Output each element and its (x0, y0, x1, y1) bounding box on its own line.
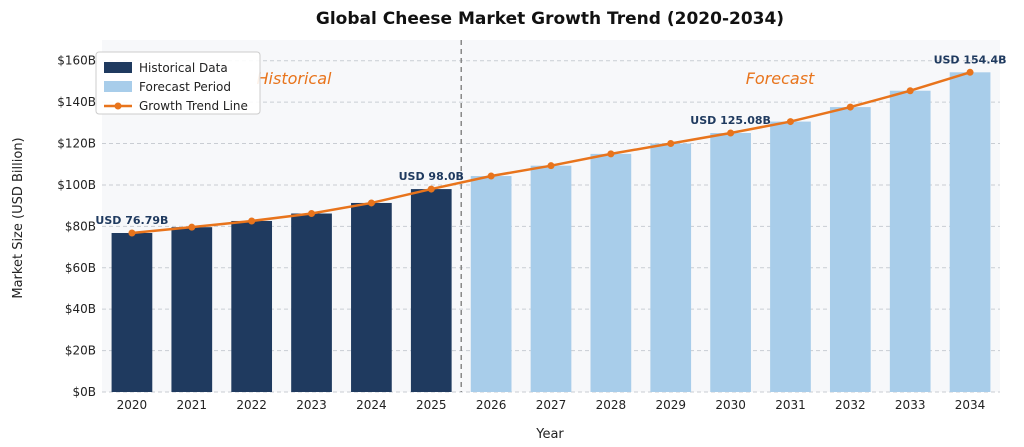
bar-2027 (530, 165, 572, 392)
legend-label: Forecast Period (139, 80, 231, 94)
bar-2024 (351, 202, 392, 392)
y-tick-label: $60B (65, 261, 96, 275)
bar-2030 (710, 133, 751, 393)
x-tick-label: 2033 (895, 398, 926, 412)
y-tick-label: $140B (57, 95, 96, 109)
trend-point-2026 (487, 172, 495, 180)
x-axis-title: Year (535, 427, 564, 442)
trend-point-2032 (846, 103, 854, 111)
trend-point-2025 (427, 185, 435, 193)
x-axis: 2020 2021 2022 2023 2024 2025 2026 2027 2028 2029… (117, 398, 986, 412)
trend-point-2027 (547, 162, 555, 170)
x-tick-label: 2023 (296, 398, 327, 412)
data-label-2034: USD 154.4B (934, 53, 1007, 66)
bar-2033 (889, 90, 931, 393)
bar-2031 (770, 121, 811, 392)
data-label-2025: USD 98.0B (399, 170, 464, 183)
legend-swatch (104, 62, 132, 73)
trend-point-2029 (667, 140, 675, 148)
trend-point-2021 (188, 223, 196, 231)
bar-2029 (650, 143, 692, 392)
y-axis: $0B $20B $40B $60B $80B $100B $120B $140B $160B (57, 54, 96, 399)
y-tick-label: $80B (65, 219, 96, 233)
bar-2026 (470, 176, 512, 392)
x-tick-label: 2032 (835, 398, 866, 412)
x-tick-label: 2030 (715, 398, 746, 412)
bar-2034 (949, 72, 991, 392)
bar-2023 (291, 213, 332, 392)
trend-point-2031 (786, 118, 794, 126)
data-label-2030: USD 125.08B (690, 114, 771, 127)
bar-2025 (410, 189, 452, 392)
y-tick-label: $20B (65, 344, 96, 358)
bar-2021 (171, 227, 213, 392)
x-tick-label: 2025 (416, 398, 447, 412)
trend-point-2033 (906, 87, 914, 95)
y-tick-label: $0B (72, 385, 96, 399)
bar-2028 (590, 153, 632, 392)
bar-2020 (111, 232, 153, 392)
chart-title: Global Cheese Market Growth Trend (2020-… (316, 9, 784, 29)
trend-point-2020 (128, 229, 136, 237)
legend-marker (114, 102, 122, 110)
trend-point-2024 (367, 199, 375, 207)
x-tick-label: 2029 (655, 398, 686, 412)
x-tick-label: 2021 (177, 398, 208, 412)
y-tick-label: $160B (57, 54, 96, 68)
trend-point-2023 (308, 210, 316, 218)
legend-box (95, 51, 261, 115)
x-tick-label: 2024 (356, 398, 387, 412)
x-tick-label: 2020 (117, 398, 148, 412)
y-tick-label: $120B (57, 137, 96, 151)
y-axis-title: Market Size (USD Billion) (11, 137, 26, 298)
trend-point-2030 (727, 129, 735, 137)
x-tick-label: 2034 (955, 398, 986, 412)
trend-line (128, 68, 974, 237)
trend-point-2022 (248, 217, 256, 225)
x-tick-label: 2028 (596, 398, 627, 412)
bar-2022 (231, 220, 273, 392)
trend-point-2028 (607, 150, 615, 158)
legend-label: Historical Data (139, 61, 228, 75)
historical-annotation: Historical (257, 69, 333, 88)
legend-label: Growth Trend Line (139, 99, 248, 113)
y-tick-label: $40B (65, 302, 96, 316)
y-tick-label: $100B (57, 178, 96, 192)
forecast-annotation: Forecast (746, 69, 815, 88)
x-tick-label: 2031 (775, 398, 806, 412)
legend: Historical Data Forecast Period Growth Tre… (95, 51, 261, 115)
x-tick-label: 2022 (236, 398, 267, 412)
x-tick-label: 2027 (536, 398, 567, 412)
trend-point-2034 (966, 68, 974, 76)
x-tick-label: 2026 (476, 398, 507, 412)
data-label-2020: USD 76.79B (95, 214, 168, 227)
data-labels: USD 76.79B USD 98.0B USD 125.08B USD 154.4B (95, 53, 1006, 227)
legend-swatch (104, 81, 132, 92)
bar-2032 (829, 107, 871, 392)
bars (111, 72, 991, 393)
